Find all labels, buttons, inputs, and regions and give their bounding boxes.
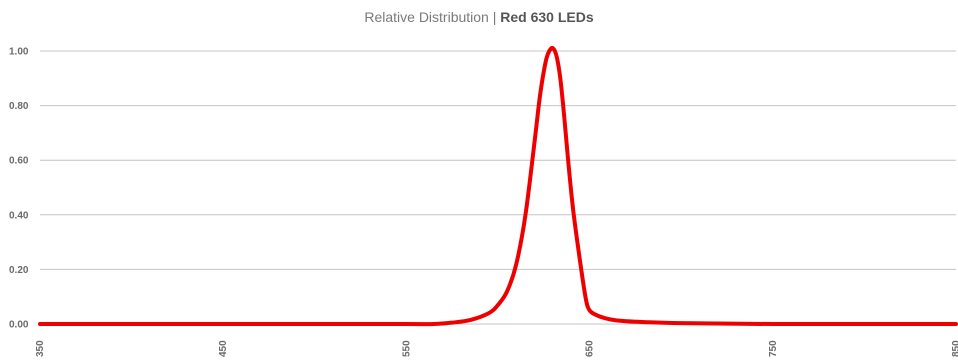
x-tick-label: 450 bbox=[218, 340, 229, 357]
chart-title-bold: Red 630 LEDs bbox=[500, 9, 594, 25]
x-tick-label: 550 bbox=[401, 340, 412, 357]
y-tick-label: 0.20 bbox=[9, 265, 29, 276]
y-tick-label: 0.80 bbox=[9, 101, 29, 112]
chart-title-prefix: Relative Distribution | bbox=[364, 9, 501, 25]
x-tick-label: 350 bbox=[35, 340, 46, 357]
x-tick-label: 750 bbox=[768, 340, 779, 357]
y-tick-label: 0.60 bbox=[9, 156, 29, 167]
series-line bbox=[38, 45, 958, 327]
y-axis-ticks: 0.00 0.20 0.40 0.60 0.80 1.00 bbox=[9, 47, 29, 331]
grid-lines bbox=[40, 50, 956, 325]
y-tick-label: 0.40 bbox=[9, 210, 29, 221]
y-tick-label: 1.00 bbox=[9, 47, 29, 58]
y-tick-label: 0.00 bbox=[9, 320, 29, 331]
x-tick-label: 850 bbox=[951, 340, 958, 357]
x-axis-ticks: 350 450 550 650 750 850 bbox=[35, 340, 958, 357]
series-layer bbox=[38, 45, 958, 327]
chart-title: Relative Distribution | Red 630 LEDs bbox=[0, 9, 958, 25]
x-tick-label: 650 bbox=[585, 340, 596, 357]
